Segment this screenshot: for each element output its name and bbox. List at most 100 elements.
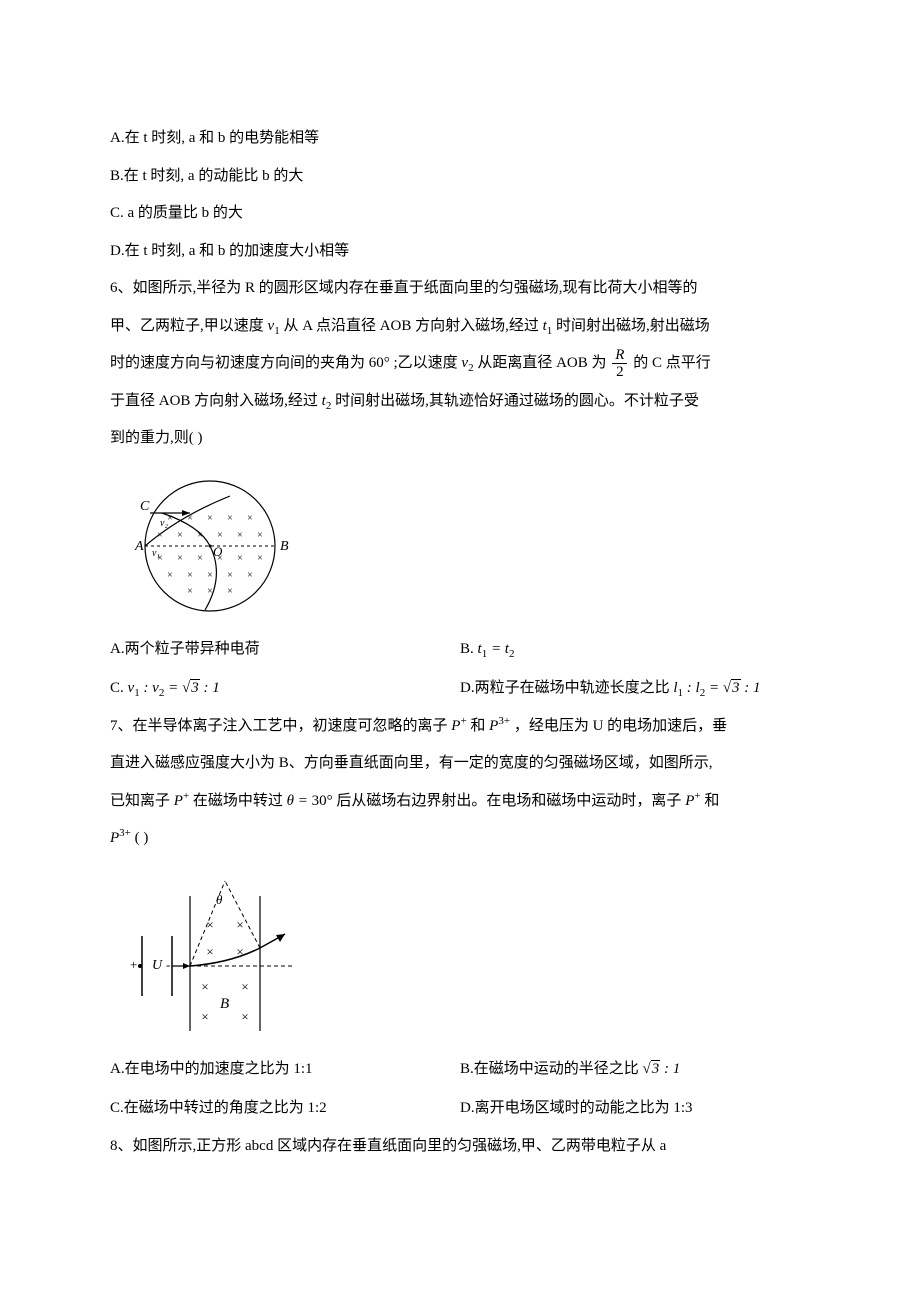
svg-text:×: ×: [257, 553, 263, 564]
q7-stem3-d: 和: [704, 793, 719, 809]
svg-text:B: B: [220, 996, 229, 1012]
svg-text:U: U: [152, 958, 163, 973]
svg-text:×: ×: [187, 586, 193, 597]
q6-option-a: A.两个粒子带异种电荷: [110, 631, 460, 669]
q6-c-prefix: C.: [110, 680, 128, 696]
svg-text:×: ×: [197, 530, 203, 541]
q7-stem1-b: 和: [470, 718, 485, 734]
q5-option-d: D.在 t 时刻, a 和 b 的加速度大小相等: [110, 233, 810, 271]
t2-symbol: t2: [322, 393, 332, 409]
svg-text:×: ×: [167, 570, 173, 581]
svg-text:×: ×: [227, 513, 233, 524]
svg-text:×: ×: [241, 979, 248, 994]
exam-page: A.在 t 时刻, a 和 b 的电势能相等 B.在 t 时刻, a 的动能比 …: [0, 0, 920, 1302]
q7-option-a: A.在电场中的加速度之比为 1:1: [110, 1051, 460, 1089]
q6-option-c: C. v1 : v2 = 3 : 1: [110, 670, 460, 708]
q7-stem-line2: 直进入磁感应强度大小为 B、方向垂直纸面向里，有一定的宽度的匀强磁场区域，如图所…: [110, 745, 810, 783]
svg-text:v₁: v₁: [152, 548, 160, 559]
svg-text:C: C: [140, 499, 150, 514]
svg-text:×: ×: [201, 1009, 208, 1024]
svg-text:A: A: [134, 539, 144, 554]
svg-text:×: ×: [177, 553, 183, 564]
fraction-R-over-2: R2: [612, 347, 627, 381]
q6-option-d: D.两粒子在磁场中轨迹长度之比 l1 : l2 = 3 : 1: [460, 670, 810, 708]
q7-stem-line1: 7、在半导体离子注入工艺中，初速度可忽略的离子 P+ 和 P3+ ，经电压为 U…: [110, 708, 810, 746]
q7-stem3-a: 已知离子: [110, 793, 170, 809]
q7-stem3-b: 在磁场中转过: [193, 793, 283, 809]
svg-text:×: ×: [207, 586, 213, 597]
q6-stem-line2: 甲、乙两粒子,甲以速度 v1 从 A 点沿直径 AOB 方向射入磁场,经过 t1…: [110, 308, 810, 346]
sqrt3-1: 3 : 1: [643, 1060, 681, 1077]
svg-text:×: ×: [236, 944, 243, 959]
q7-option-d: D.离开电场区域时的动能之比为 1:3: [460, 1090, 810, 1128]
svg-text:×: ×: [206, 944, 213, 959]
q6-options-row2: C. v1 : v2 = 3 : 1 D.两粒子在磁场中轨迹长度之比 l1 : …: [110, 670, 810, 708]
q7-figure: + U - θ × × × × × ×: [110, 866, 810, 1041]
svg-text:O: O: [213, 544, 223, 559]
svg-text:×: ×: [227, 586, 233, 597]
svg-text:B: B: [280, 539, 289, 554]
v1-symbol: v1: [268, 318, 280, 334]
svg-text:×: ×: [237, 553, 243, 564]
p-plus-3: P+: [685, 793, 700, 809]
q6-b-prefix: B.: [460, 641, 478, 657]
v2-symbol: v2: [461, 355, 473, 371]
theta-30: θ = 30°: [287, 793, 333, 809]
svg-text:×: ×: [207, 513, 213, 524]
q6-figure: ××××× ×××××× ×××××× ××××× ××× A B C O v₂…: [110, 466, 810, 621]
q6-stem2-c: 时间射出磁场,射出磁场: [556, 318, 710, 334]
svg-text:×: ×: [257, 530, 263, 541]
svg-text:×: ×: [227, 570, 233, 581]
svg-text:×: ×: [167, 513, 173, 524]
q6-circle-diagram: ××××× ×××××× ×××××× ××××× ××× A B C O v₂…: [110, 466, 310, 621]
svg-text:×: ×: [247, 513, 253, 524]
q6-stem3-a: 时的速度方向与初速度方向间的夹角为 60° ;乙以速度: [110, 355, 458, 371]
svg-text:×: ×: [187, 570, 193, 581]
l-ratio: l1 : l2 = 3 : 1: [673, 680, 760, 696]
t1-symbol: t1: [543, 318, 553, 334]
svg-text:×: ×: [207, 570, 213, 581]
q7-field-diagram: + U - θ × × × × × ×: [110, 866, 310, 1041]
svg-text:v₂: v₂: [160, 518, 168, 529]
svg-text:×: ×: [241, 1009, 248, 1024]
q5-option-c: C. a 的质量比 b 的大: [110, 195, 810, 233]
svg-text:-: -: [166, 957, 170, 972]
svg-text:θ: θ: [216, 892, 223, 907]
q8-stem-line1: 8、如图所示,正方形 abcd 区域内存在垂直纸面向里的匀强磁场,甲、乙两带电粒…: [110, 1128, 810, 1166]
q7-stem-line3: 已知离子 P+ 在磁场中转过 θ = 30° 后从磁场右边界射出。在电场和磁场中…: [110, 783, 810, 821]
q6-stem2-b: 从 A 点沿直径 AOB 方向射入磁场,经过: [283, 318, 538, 334]
v-ratio: v1 : v2 = 3 : 1: [128, 680, 220, 696]
q7-stem-line4: P3+ ( ): [110, 820, 810, 858]
q6-d-prefix: D.两粒子在磁场中轨迹长度之比: [460, 680, 670, 696]
q6-stem2-a: 甲、乙两粒子,甲以速度: [110, 318, 264, 334]
svg-text:×: ×: [197, 553, 203, 564]
q6-stem4-a: 于直径 AOB 方向射入磁场,经过: [110, 393, 318, 409]
q6-stem-line1: 6、如图所示,半径为 R 的圆形区域内存在垂直于纸面向里的匀强磁场,现有比荷大小…: [110, 270, 810, 308]
q7-option-b: B.在磁场中运动的半径之比 3 : 1: [460, 1051, 810, 1089]
q6-stem-line5: 到的重力,则( ): [110, 420, 810, 458]
q6-stem4-b: 时间射出磁场,其轨迹恰好通过磁场的圆心。不计粒子受: [335, 393, 699, 409]
svg-text:×: ×: [247, 570, 253, 581]
q6-stem3-c: 的 C 点平行: [633, 355, 711, 371]
q6-stem-line4: 于直径 AOB 方向射入磁场,经过 t2 时间射出磁场,其轨迹恰好通过磁场的圆心…: [110, 383, 810, 421]
svg-text:×: ×: [236, 917, 243, 932]
svg-text:+: +: [130, 957, 137, 972]
p-3plus: P3+: [489, 718, 510, 734]
svg-text:×: ×: [157, 530, 163, 541]
q6-stem3-b: 从距离直径 AOB 为: [477, 355, 606, 371]
p-plus: P+: [451, 718, 466, 734]
p-3plus-2: P3+: [110, 830, 131, 846]
svg-text:×: ×: [201, 979, 208, 994]
q6-stem-line3: 时的速度方向与初速度方向间的夹角为 60° ;乙以速度 v2 从距离直径 AOB…: [110, 345, 810, 383]
q5-option-a: A.在 t 时刻, a 和 b 的电势能相等: [110, 120, 810, 158]
q7-stem4: ( ): [135, 830, 149, 846]
q6-options-row1: A.两个粒子带异种电荷 B. t1 = t2: [110, 631, 810, 669]
t1-eq-t2: t1 = t2: [478, 641, 515, 657]
q7-options-row2: C.在磁场中转过的角度之比为 1:2 D.离开电场区域时的动能之比为 1:3: [110, 1090, 810, 1128]
svg-text:×: ×: [237, 530, 243, 541]
q7-stem1-c: ，经电压为 U 的电场加速后，垂: [514, 718, 727, 734]
svg-text:×: ×: [187, 513, 193, 524]
svg-text:×: ×: [206, 917, 213, 932]
svg-text:×: ×: [217, 530, 223, 541]
svg-text:×: ×: [177, 530, 183, 541]
